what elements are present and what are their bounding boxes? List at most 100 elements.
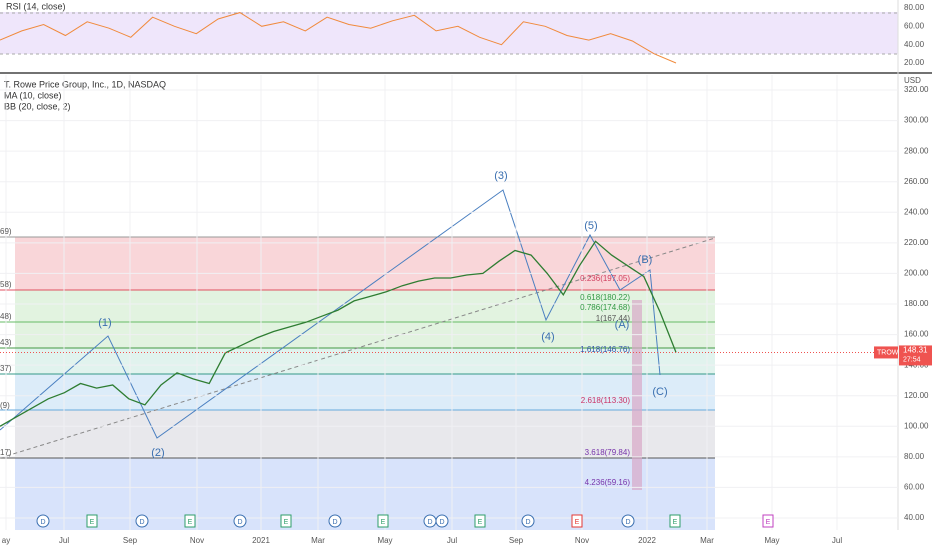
event-label: D — [237, 519, 242, 526]
countdown: 27:54 — [903, 356, 921, 363]
event-icon — [377, 514, 389, 528]
y-tick-label: 120.00 — [904, 391, 929, 400]
rsi-legend: RSI (14, close) — [6, 1, 66, 11]
fib-right-label: 2.618(113.30) — [581, 396, 631, 405]
event-label: D — [525, 519, 530, 526]
event-label: D — [332, 519, 337, 526]
event-label: E — [284, 519, 289, 526]
fib-band — [15, 374, 715, 410]
x-tick-label: May — [377, 536, 392, 545]
y-tick-label: 260.00 — [904, 177, 929, 186]
y-tick-label: 300.00 — [904, 116, 929, 125]
y-tick-label: 40.00 — [904, 513, 925, 522]
fib-right-label: 0.786(174.68) — [580, 303, 630, 312]
event-label: E — [478, 519, 483, 526]
x-tick-label: May — [764, 536, 779, 545]
fib-band — [15, 458, 715, 530]
x-tick-label: Jul — [832, 536, 842, 545]
y-tick-label: 280.00 — [904, 146, 929, 155]
bb-legend: BB (20, close, 2) — [4, 101, 71, 111]
x-tick-label: Sep — [123, 536, 138, 545]
x-tick-label: Nov — [190, 536, 204, 545]
wave-label: (5) — [584, 220, 597, 232]
fib-right-label: 0.618(180.22) — [580, 293, 630, 302]
ma-legend: MA (10, close) — [4, 90, 62, 100]
event-label: E — [766, 519, 771, 526]
x-tick-label: Mar — [700, 536, 714, 545]
event-icon — [474, 514, 486, 528]
rsi-band — [0, 12, 898, 54]
x-tick-label: ay — [2, 536, 10, 545]
rsi-tick-label: 60.00 — [904, 21, 925, 30]
fib-left-label: 58) — [0, 280, 12, 289]
wave-label: (1) — [98, 317, 111, 329]
currency: USD — [904, 76, 921, 85]
y-tick-label: 60.00 — [904, 483, 925, 492]
price-line — [0, 240, 677, 427]
fib-right-label: 4.236(59.16) — [585, 478, 631, 487]
fib-band — [15, 348, 715, 374]
event-label: D — [139, 519, 144, 526]
fib-left-label: 48) — [0, 312, 12, 321]
rsi-tick-label: 80.00 — [904, 3, 925, 12]
fib-right-label: 0.236(197.05) — [580, 274, 630, 283]
y-tick-label: 80.00 — [904, 452, 925, 461]
y-tick-label: 240.00 — [904, 207, 929, 216]
event-icon — [521, 514, 535, 528]
event-icon — [571, 514, 583, 528]
event-label: D — [625, 519, 630, 526]
y-tick-label: 100.00 — [904, 421, 929, 430]
fib-extension — [632, 300, 642, 490]
event-icon — [669, 514, 681, 528]
fib-left-label: 43) — [0, 338, 12, 347]
x-tick-label: Mar — [311, 536, 325, 545]
rsi-line — [0, 12, 677, 64]
fib-band — [15, 410, 715, 458]
event-label: E — [90, 519, 95, 526]
event-label: E — [381, 519, 386, 526]
event-label: D — [40, 519, 45, 526]
symbol-legend: T. Rowe Price Group, Inc., 1D, NASDAQ — [4, 79, 166, 89]
event-icon — [435, 514, 449, 528]
fib-band — [15, 237, 715, 290]
y-tick-label: 180.00 — [904, 299, 929, 308]
rsi-tick-label: 20.00 — [904, 58, 925, 67]
event-icon — [762, 514, 774, 528]
x-tick-label: Nov — [575, 536, 589, 545]
x-tick-label: Jul — [59, 536, 69, 545]
event-label: D — [427, 519, 432, 526]
y-tick-label: 160.00 — [904, 330, 929, 339]
x-tick-label: 2021 — [252, 536, 270, 545]
fib-right-label: 1(167.44) — [596, 314, 631, 323]
event-icon — [36, 514, 50, 528]
event-icon — [280, 514, 292, 528]
event-icon — [135, 514, 149, 528]
x-tick-label: Sep — [509, 536, 524, 545]
last-price: 148.31 — [903, 346, 928, 355]
fib-left-label: (9) — [0, 401, 10, 410]
wave-label: (C) — [652, 386, 667, 398]
fib-left-label: 69) — [0, 227, 12, 236]
price-box — [899, 345, 932, 366]
wave-label: (4) — [541, 331, 554, 343]
fib-right-label: 3.618(79.84) — [585, 448, 631, 457]
fib-left-label: 17) — [0, 448, 12, 457]
x-tick-label: Jul — [447, 536, 457, 545]
fib-band — [15, 290, 715, 348]
fib-left-label: 37) — [0, 364, 12, 373]
event-icon — [184, 514, 196, 528]
event-icon — [621, 514, 635, 528]
ticker-box — [874, 346, 898, 359]
fib-right-label: 1.618(146.76) — [580, 345, 630, 354]
x-tick-label: 2022 — [638, 536, 656, 545]
event-icon — [233, 514, 247, 528]
ticker: TROW — [877, 349, 899, 356]
event-label: E — [188, 519, 193, 526]
fib-lines — [0, 236, 715, 459]
wave-lines — [0, 189, 661, 439]
y-tick-label: 320.00 — [904, 85, 929, 94]
wave-label: (B) — [638, 254, 653, 266]
event-label: E — [673, 519, 678, 526]
event-icon — [328, 514, 342, 528]
